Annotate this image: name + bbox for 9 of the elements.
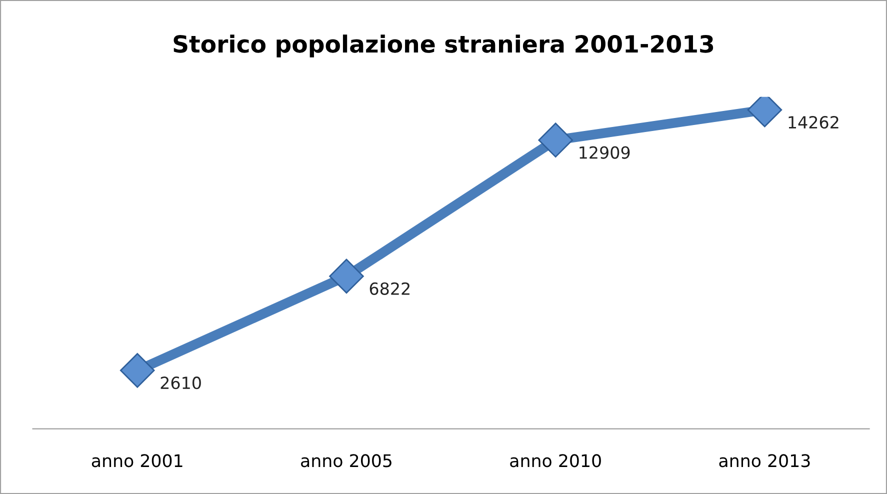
- x-tick-label: anno 2013: [719, 454, 810, 468]
- data-label: 2610: [160, 376, 201, 390]
- chart-title: Storico popolazione straniera 2001-2013: [174, 34, 714, 58]
- data-label: 12909: [580, 146, 630, 159]
- data-label: 14262: [788, 116, 838, 129]
- data-label: 6822: [370, 282, 410, 295]
- x-tick-label: anno 2005: [301, 454, 392, 468]
- x-tick-label: anno 2001: [92, 454, 182, 468]
- x-tick-label: anno 2010: [510, 454, 601, 468]
